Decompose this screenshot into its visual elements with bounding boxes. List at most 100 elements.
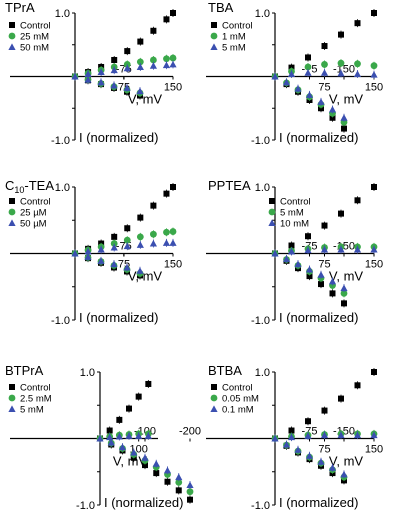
legend-marker [268, 219, 276, 226]
legend-marker [210, 32, 218, 40]
data-point [97, 68, 105, 76]
x-axis-label: V, mV [329, 269, 364, 284]
data-point [170, 184, 176, 190]
data-point [321, 61, 328, 68]
data-point [305, 233, 311, 240]
data-point [305, 265, 314, 273]
x-tick-label: -200 [179, 426, 201, 438]
data-point [141, 454, 149, 461]
data-point [271, 434, 279, 442]
data-point [305, 418, 311, 425]
legend-marker [8, 219, 16, 226]
data-point [150, 202, 157, 209]
data-point [169, 54, 177, 62]
legend-marker [210, 394, 218, 402]
data-point [370, 62, 378, 70]
x-tick-label: -150 [333, 426, 355, 438]
legend-label: 50 mM [20, 43, 49, 54]
data-point [111, 233, 118, 240]
series-10-mM [271, 245, 378, 293]
x-axis-label: V, mV [128, 92, 163, 107]
y-tick-label: 1.0 [80, 367, 95, 379]
data-point [136, 233, 144, 241]
legend-label: Control [280, 197, 311, 208]
legend-label: 25 mM [20, 32, 49, 43]
data-point [354, 197, 361, 204]
panel-title: PPTEA [208, 178, 251, 193]
data-point [186, 488, 194, 496]
data-point [304, 69, 312, 76]
legend-label: Control [20, 197, 51, 208]
data-point [126, 405, 132, 412]
x-axis-label: V, mV [128, 269, 163, 284]
data-point [111, 56, 118, 63]
legend-marker [9, 198, 15, 204]
data-point [282, 440, 291, 448]
data-point [124, 48, 131, 55]
legend-label: 10 mM [280, 219, 309, 230]
data-point [153, 470, 160, 477]
panel-title: TPrA [5, 0, 35, 15]
data-point [320, 69, 329, 76]
data-point [97, 245, 105, 253]
legend-label: 25 µM [20, 208, 47, 219]
y-tick-label: -1.0 [51, 315, 70, 327]
series-5-mM [271, 68, 378, 122]
data-point [338, 210, 344, 217]
data-point [136, 63, 144, 70]
legend-label: 2.5 mM [20, 394, 52, 405]
y-tick-label: -1.0 [251, 315, 270, 327]
x-tick-label: 75 [318, 82, 330, 94]
data-point [329, 290, 336, 297]
data-point [321, 407, 328, 414]
x-tick-label: -150 [333, 64, 355, 76]
x-axis-label: V, mV [329, 92, 364, 107]
panel-title: BTPrA [5, 363, 44, 378]
x-tick-label: 150 [365, 259, 383, 271]
data-point [338, 31, 344, 38]
data-point [371, 10, 377, 16]
y-tick-label: 1.0 [255, 8, 270, 20]
data-point [271, 72, 279, 80]
data-point [97, 257, 105, 264]
data-point [353, 70, 362, 77]
data-point [328, 105, 337, 113]
data-point [317, 98, 325, 105]
x-tick-label: 150 [365, 82, 383, 94]
x-axis-label: V, mV [113, 454, 148, 469]
data-point [337, 69, 345, 77]
data-point [123, 84, 131, 91]
data-point [163, 190, 170, 197]
y-axis-label: I (normalized) [79, 130, 158, 145]
data-point [84, 76, 92, 83]
data-point [305, 91, 314, 98]
data-point [187, 496, 193, 503]
data-point [107, 438, 115, 446]
data-point [163, 55, 170, 63]
y-axis-label: I (normalized) [79, 310, 158, 325]
data-point [137, 214, 144, 221]
data-point [340, 470, 348, 478]
x-axis-label: V, mV [329, 454, 364, 469]
series-50-µM [71, 238, 177, 275]
data-point [287, 70, 296, 77]
series-50-mM [71, 60, 177, 96]
panel-title: BTBA [208, 363, 242, 378]
data-point [175, 487, 182, 494]
data-point [305, 54, 311, 61]
data-point [124, 225, 131, 232]
data-point [135, 393, 142, 400]
legend-marker [8, 43, 16, 50]
data-point [106, 427, 113, 434]
data-point [288, 427, 295, 434]
legend-label: 0.1 mM [222, 405, 254, 416]
data-point [340, 114, 348, 121]
data-point [321, 43, 328, 50]
